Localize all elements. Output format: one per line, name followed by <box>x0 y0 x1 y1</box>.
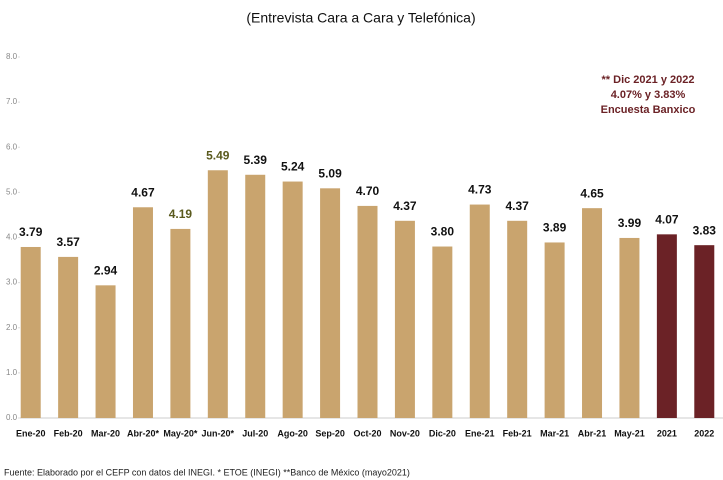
annotation: ** Dic 2021 y 2022 <box>602 74 695 86</box>
value-label: 3.79 <box>19 225 43 239</box>
value-label: 3.57 <box>56 235 80 249</box>
value-label: 2.94 <box>94 264 118 278</box>
bar <box>432 246 453 418</box>
x-tick-label: Abr-21 <box>578 428 607 438</box>
y-tick-label: 5.0 <box>6 187 18 196</box>
bar <box>357 205 378 418</box>
bar <box>469 204 490 418</box>
x-tick-label: Feb-20 <box>54 428 83 438</box>
bar <box>170 228 191 418</box>
x-tick-label: Feb-21 <box>503 428 532 438</box>
annotation: 4.07% y 3.83% <box>611 89 686 101</box>
value-label: 3.80 <box>431 225 455 239</box>
y-tick-label: 2.0 <box>6 323 18 332</box>
x-tick-label: 2021 <box>657 428 677 438</box>
value-label: 4.73 <box>468 183 492 197</box>
bar <box>656 234 677 418</box>
value-label: 4.67 <box>131 185 155 199</box>
value-label: 3.83 <box>693 223 717 237</box>
x-tick-label: May-21 <box>614 428 645 438</box>
bar <box>507 220 528 418</box>
value-label: 4.37 <box>506 199 530 213</box>
footnote: Fuente: Elaborado por el CEFP con datos … <box>4 467 410 477</box>
x-tick-label: Mar-21 <box>540 428 569 438</box>
y-tick-label: 3.0 <box>6 278 18 287</box>
value-label: 3.89 <box>543 221 567 235</box>
y-tick-label: 0.0 <box>6 413 18 422</box>
x-tick-label: Jun-20* <box>202 428 235 438</box>
value-label: 4.65 <box>580 186 604 200</box>
bar <box>207 170 228 418</box>
y-tick-label: 1.0 <box>6 368 18 377</box>
annotation: Encuesta Banxico <box>601 104 696 116</box>
y-tick-label: 8.0 <box>6 52 18 61</box>
value-label: 5.09 <box>318 166 342 180</box>
value-label: 4.70 <box>356 184 380 198</box>
bar <box>58 256 79 418</box>
x-tick-label: 2022 <box>694 428 714 438</box>
chart-title: (Entrevista Cara a Cara y Telefónica) <box>246 10 475 26</box>
value-label: 4.07 <box>655 213 679 227</box>
x-tick-label: Oct-20 <box>353 428 381 438</box>
bar <box>95 285 116 418</box>
x-tick-label: Dic-20 <box>429 428 456 438</box>
x-tick-label: Ene-20 <box>16 428 46 438</box>
value-label: 4.37 <box>393 199 417 213</box>
x-tick-label: Sep-20 <box>315 428 345 438</box>
x-tick-label: Nov-20 <box>390 428 420 438</box>
x-tick-label: Ene-21 <box>465 428 495 438</box>
bar <box>320 188 341 418</box>
x-tick-label: Ago-20 <box>277 428 308 438</box>
x-tick-label: Jul-20 <box>242 428 268 438</box>
bar <box>132 207 153 418</box>
value-label: 5.49 <box>206 148 230 162</box>
bar <box>20 246 41 418</box>
x-tick-label: Abr-20* <box>127 428 160 438</box>
bar <box>694 245 715 418</box>
bar <box>582 208 603 418</box>
x-tick-label: May-20* <box>163 428 198 438</box>
bar <box>394 220 415 418</box>
value-label: 4.19 <box>169 207 193 221</box>
y-tick-label: 7.0 <box>6 97 18 106</box>
value-label: 5.24 <box>281 160 305 174</box>
x-tick-label: Mar-20 <box>91 428 120 438</box>
bar <box>619 237 640 418</box>
y-tick-label: 6.0 <box>6 142 18 151</box>
value-label: 3.99 <box>618 216 642 230</box>
value-label: 5.39 <box>244 153 268 167</box>
bar <box>282 181 303 418</box>
bar <box>245 174 266 418</box>
bar <box>544 242 565 418</box>
y-tick-label: 4.0 <box>6 233 18 242</box>
